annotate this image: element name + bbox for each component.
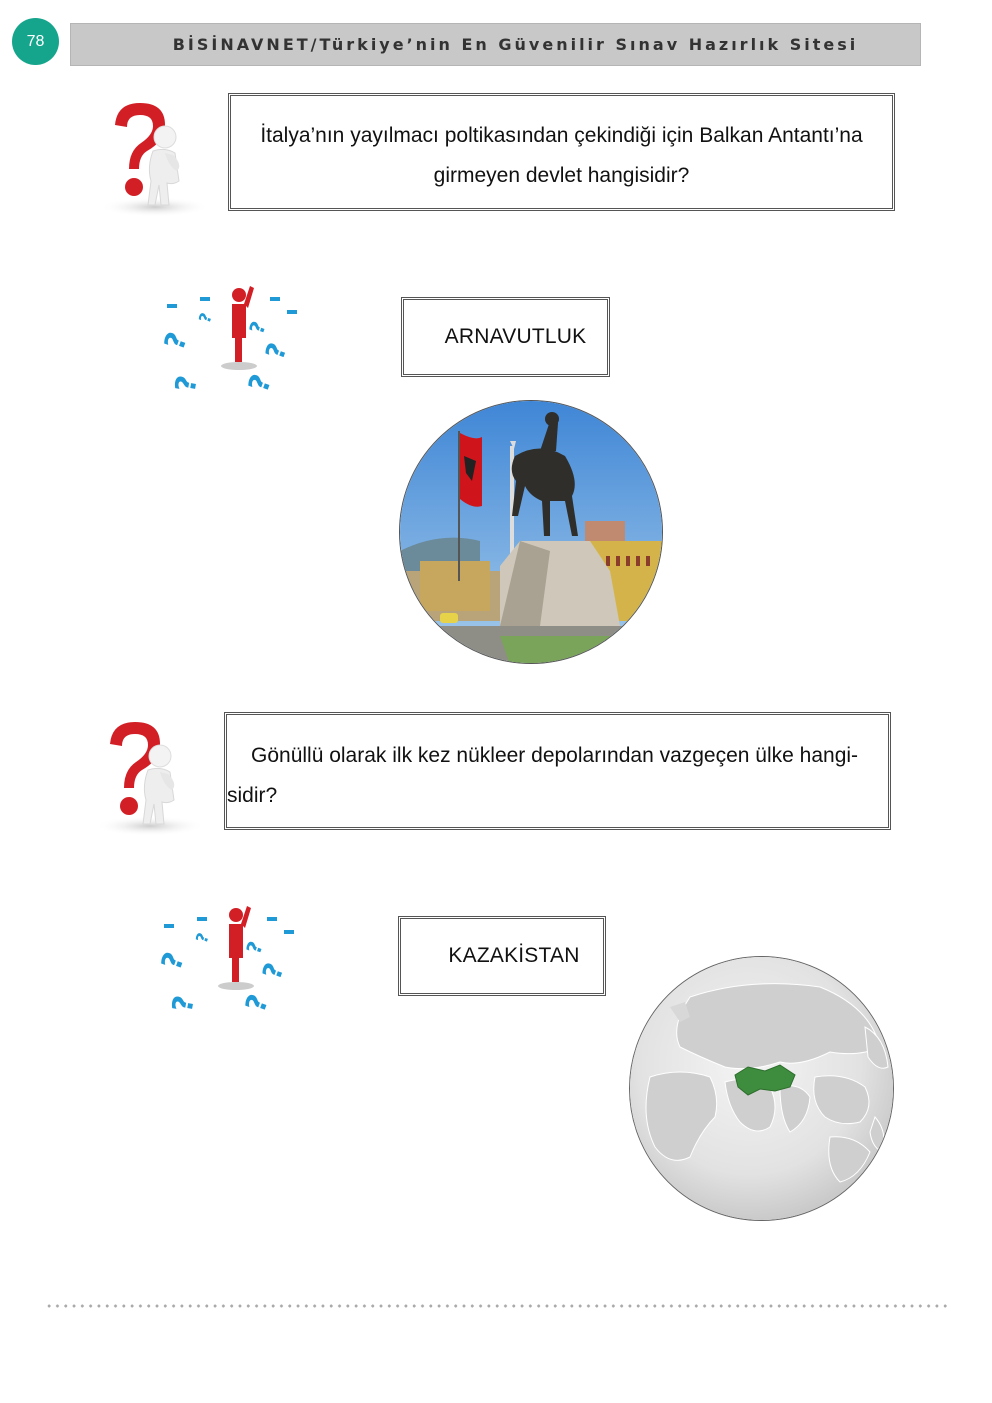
header-title: BİSİNAVNET/Türkiye’nin En Güvenilir Sına… xyxy=(172,35,859,54)
thinking-person-icon xyxy=(85,95,215,220)
statue-photo-circle xyxy=(399,400,663,664)
question-box-1: İtalya’nın yayılmacı poltikasından çekin… xyxy=(228,93,895,211)
question-1-line-1: İtalya’nın yayılmacı poltikasından çekin… xyxy=(260,124,863,147)
svg-text:?: ? xyxy=(192,930,213,945)
thinking-person-icon-2 xyxy=(80,714,210,839)
svg-text:?: ? xyxy=(241,938,268,957)
question-2-line-2: sidir? xyxy=(227,784,278,807)
svg-text:?: ? xyxy=(242,370,279,392)
svg-text:?: ? xyxy=(260,339,293,363)
dotted-divider xyxy=(45,1304,950,1308)
answer-1: ARNAVUTLUK xyxy=(444,325,587,348)
svg-text:?: ? xyxy=(257,959,290,983)
svg-text:?: ? xyxy=(159,948,191,975)
svg-text:?: ? xyxy=(244,318,271,337)
svg-text:?: ? xyxy=(169,373,204,392)
answer-box-1: ARNAVUTLUK xyxy=(401,297,610,377)
page-number: 78 xyxy=(26,32,45,50)
svg-text:?: ? xyxy=(166,993,201,1012)
question-box-2: Gönüllü olarak ilk kez nükleer depoların… xyxy=(224,712,891,830)
question-2-line-1: Gönüllü olarak ilk kez nükleer depoların… xyxy=(251,744,859,767)
answer-2: KAZAKİSTAN xyxy=(448,944,580,967)
question-1-line-2: girmeyen devlet hangisidir? xyxy=(433,164,690,187)
svg-text:?: ? xyxy=(239,990,276,1012)
kazakhstan-globe-map xyxy=(629,956,894,1221)
page-number-badge: 78 xyxy=(12,18,59,65)
svg-text:?: ? xyxy=(162,328,194,355)
answer-box-2: KAZAKİSTAN xyxy=(398,916,606,996)
question-marks-person-icon-2: ? ? ? ? ? ? xyxy=(155,902,301,1017)
header-bar: BİSİNAVNET/Türkiye’nin En Güvenilir Sına… xyxy=(70,23,921,66)
svg-text:?: ? xyxy=(195,310,216,325)
question-marks-person-icon: ? ? ? ? ? ? xyxy=(158,282,304,397)
